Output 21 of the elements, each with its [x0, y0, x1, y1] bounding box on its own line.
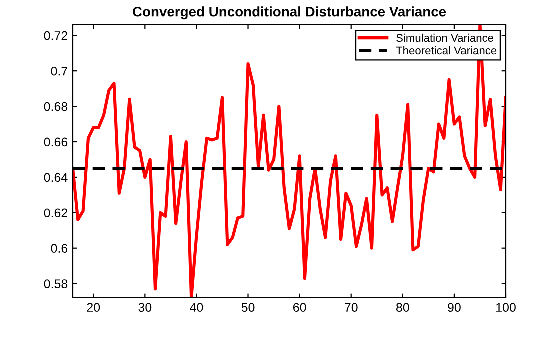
y-tick-label: 0.58: [44, 280, 68, 288]
chart-title: Converged Unconditional Disturbance Variance: [133, 6, 446, 20]
x-tick-label: 40: [190, 303, 204, 312]
line-series: [73, 25, 506, 298]
y-tick-label: 0.68: [44, 102, 68, 112]
legend-label: Theoretical Variance: [396, 46, 497, 55]
x-tick-label: 80: [396, 303, 410, 312]
x-tick-label: 60: [293, 303, 306, 312]
y-tick-label: 0.7: [51, 66, 68, 76]
x-tick-label: 100: [496, 303, 516, 312]
legend-label: Simulation Variance: [396, 34, 494, 42]
x-tick-label: 50: [242, 303, 255, 312]
x-tick-label: 90: [448, 303, 461, 312]
x-tick-label: 70: [345, 303, 358, 312]
y-tick-label: 0.66: [44, 138, 68, 147]
x-tick-label: 30: [138, 303, 152, 312]
y-tick-label: 0.62: [44, 208, 68, 218]
x-tick-label: 20: [87, 303, 100, 312]
y-tick-label: 0.72: [44, 31, 68, 40]
y-tick-label: 0.64: [44, 173, 68, 182]
y-tick-label: 0.6: [51, 244, 68, 254]
